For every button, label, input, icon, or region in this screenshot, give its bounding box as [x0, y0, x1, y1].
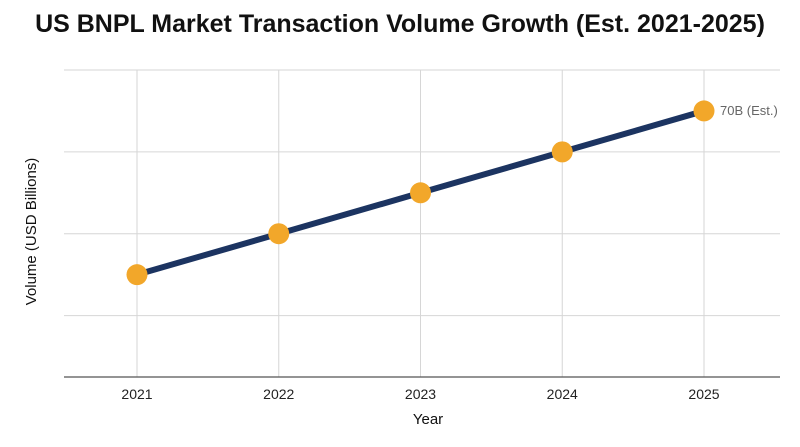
x-tick-label: 2025 — [688, 386, 719, 402]
x-axis-label: Year — [413, 411, 443, 428]
data-label: 70B (Est.) — [720, 103, 778, 118]
grid — [64, 69, 780, 377]
x-tick-label: 2024 — [547, 386, 578, 402]
x-tick-label: 2023 — [405, 386, 436, 402]
data-point — [126, 264, 148, 286]
data-point — [551, 141, 573, 163]
x-tick-label: 2021 — [121, 386, 152, 402]
series-layer — [126, 100, 715, 286]
data-point — [410, 182, 431, 204]
x-tick-label: 2022 — [263, 386, 294, 402]
y-axis-label: Volume (USD Billions) — [23, 158, 40, 306]
data-point — [693, 100, 715, 122]
chart-title: US BNPL Market Transaction Volume Growth… — [35, 10, 765, 38]
labels: 2021 2022 2023 2024 2025 Year Volume (USD Bill… — [23, 103, 778, 428]
data-point — [268, 223, 290, 245]
